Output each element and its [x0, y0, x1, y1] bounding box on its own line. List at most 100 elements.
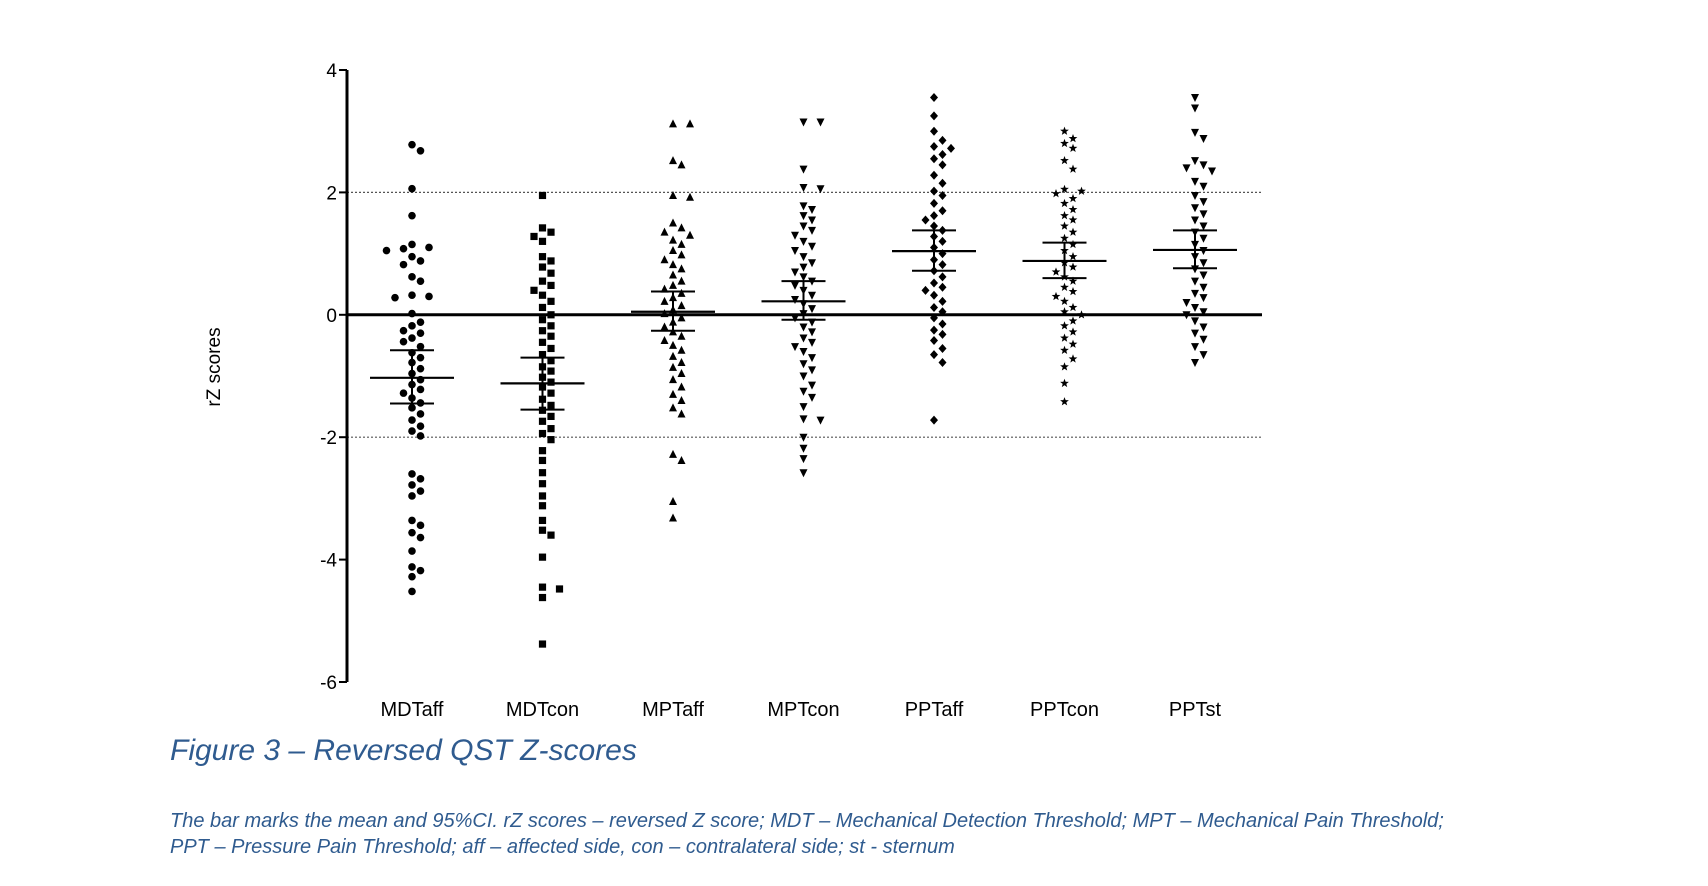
data-point	[547, 389, 555, 397]
data-point	[677, 264, 686, 273]
data-point	[408, 516, 416, 525]
category-label: MDTaff	[381, 699, 444, 721]
category-label: PPTst	[1169, 699, 1222, 721]
data-point	[799, 273, 808, 282]
data-point	[808, 338, 816, 347]
data-point	[408, 427, 416, 435]
data-point	[677, 358, 686, 367]
y-tick-label: 4	[326, 61, 337, 82]
data-point	[808, 242, 816, 251]
data-point	[799, 387, 808, 396]
data-point	[408, 291, 416, 300]
data-point	[538, 291, 547, 299]
data-point	[799, 372, 808, 381]
data-point	[799, 455, 808, 464]
data-point	[1199, 323, 1208, 332]
data-point	[547, 531, 555, 539]
data-point	[1191, 104, 1199, 113]
data-point	[538, 253, 547, 261]
data-point	[930, 186, 938, 196]
data-point	[808, 305, 816, 314]
data-point	[677, 345, 686, 354]
data-point	[799, 360, 808, 369]
data-point	[816, 118, 825, 127]
data-point	[1068, 339, 1078, 348]
data-point	[808, 216, 816, 225]
data-point	[1060, 282, 1069, 291]
data-point	[1199, 198, 1208, 207]
data-point	[799, 433, 808, 442]
data-point	[799, 403, 808, 412]
data-point	[669, 340, 677, 349]
data-point	[408, 184, 416, 193]
data-point	[930, 336, 938, 346]
data-point	[1191, 359, 1199, 368]
data-point	[425, 292, 433, 301]
data-point	[538, 316, 547, 324]
data-point	[416, 410, 425, 418]
data-point	[1191, 191, 1199, 200]
data-point	[416, 422, 425, 430]
data-point	[669, 449, 677, 458]
data-point	[677, 301, 686, 310]
data-point	[1068, 215, 1078, 224]
data-point	[547, 401, 555, 409]
data-point	[930, 313, 938, 323]
data-point	[660, 322, 669, 331]
data-point	[538, 447, 547, 455]
data-point	[399, 244, 408, 253]
data-point	[538, 502, 547, 510]
data-point	[669, 260, 677, 269]
data-point	[1182, 164, 1191, 173]
data-point	[416, 277, 425, 285]
data-point	[677, 250, 686, 259]
data-point	[938, 296, 947, 306]
data-point	[408, 492, 416, 500]
data-point	[1051, 291, 1061, 301]
data-point	[538, 583, 547, 591]
data-point	[538, 526, 547, 534]
data-point	[660, 296, 669, 305]
data-point	[538, 480, 547, 488]
data-point	[677, 395, 686, 404]
data-point	[547, 412, 555, 420]
data-point	[408, 322, 416, 330]
data-point	[1182, 299, 1191, 308]
data-point	[408, 547, 416, 555]
data-point	[677, 455, 686, 464]
figure-title: Figure 3 – Reversed QST Z-scores	[170, 734, 637, 767]
data-point	[555, 585, 564, 593]
data-point	[1060, 397, 1069, 406]
data-point	[1068, 252, 1078, 261]
data-point	[416, 257, 425, 265]
data-point	[669, 270, 677, 279]
data-point	[677, 239, 686, 248]
data-point	[408, 470, 416, 478]
data-point	[416, 432, 425, 440]
data-point	[669, 119, 677, 128]
data-point	[660, 309, 669, 318]
data-point	[799, 323, 808, 332]
data-point	[938, 178, 947, 188]
data-point	[1060, 221, 1069, 230]
data-point	[938, 160, 947, 170]
data-point	[1199, 247, 1208, 256]
data-point	[547, 269, 555, 277]
data-point	[547, 378, 555, 386]
data-point	[547, 322, 555, 330]
data-point	[1060, 198, 1069, 208]
data-point	[1060, 333, 1069, 342]
data-point	[1068, 227, 1078, 236]
data-point	[1060, 184, 1069, 194]
data-point	[938, 282, 947, 292]
data-point	[399, 389, 408, 397]
data-point	[1068, 133, 1078, 143]
data-point	[938, 206, 947, 216]
data-point	[1199, 283, 1208, 292]
data-point	[930, 93, 938, 103]
data-point	[791, 268, 799, 277]
data-point	[930, 302, 938, 312]
data-point	[1191, 216, 1199, 225]
data-point	[1199, 182, 1208, 191]
data-point	[686, 192, 694, 201]
